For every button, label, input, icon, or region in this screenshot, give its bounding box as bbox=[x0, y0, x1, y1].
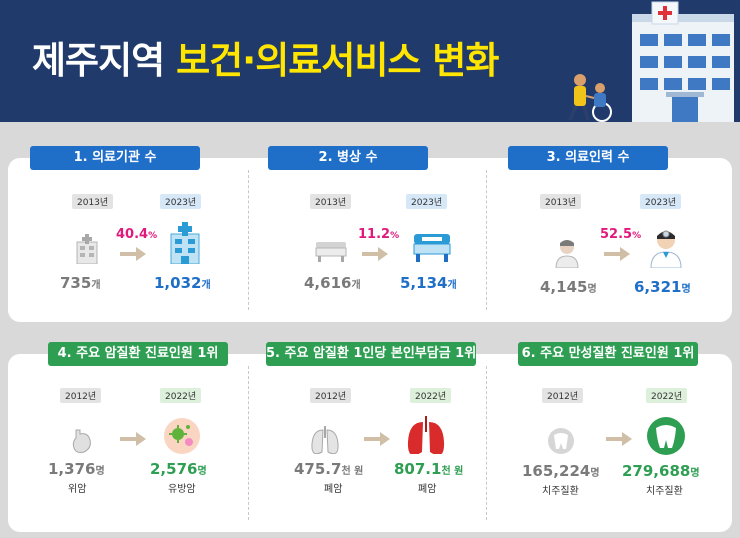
tab-chronic-disease: 6. 주요 만성질환 진료인원 1위 bbox=[518, 342, 698, 366]
arrow-right-icon bbox=[120, 432, 146, 446]
year-from: 2012년 bbox=[542, 388, 584, 403]
divider bbox=[248, 366, 249, 520]
tab-hospital-beds-label: 2. 병상 수 bbox=[268, 146, 428, 170]
tab-medical-institutions-label: 1. 의료기관 수 bbox=[30, 146, 200, 170]
section-cancer-patients: 2012년 2022년 1,376명 위암 2,576명 유방암 bbox=[8, 354, 248, 532]
doctor-icon bbox=[555, 240, 579, 268]
year-to: 2022년 bbox=[160, 388, 202, 403]
section-cancer-cost: 2012년 2022년 475.7천 원 폐암 807.1천 원 폐암 bbox=[248, 354, 488, 532]
change-percent: 52.5% bbox=[600, 227, 642, 242]
year-to: 2023년 bbox=[406, 194, 448, 209]
disease-from: 치주질환 bbox=[542, 486, 579, 497]
section-hospital-beds: 2013년 2023년 11.2% 4,616개 5,134개 bbox=[248, 158, 488, 322]
arrow-right-icon bbox=[362, 247, 388, 261]
tooth-icon bbox=[548, 428, 574, 454]
panel-facilities: 2013년 2023년 40.4% 735개 1,032개 2013년 2023… bbox=[8, 158, 732, 322]
panel-diseases: 2012년 2022년 1,376명 위암 2,576명 유방암 2012년 2… bbox=[8, 354, 732, 532]
page-title: 제주지역 보건·의료서비스 변화 bbox=[32, 30, 499, 84]
hospital-illustration-icon bbox=[568, 1, 734, 122]
change-percent: 40.4% bbox=[116, 227, 158, 242]
disease-from: 위암 bbox=[68, 484, 87, 495]
year-from: 2013년 bbox=[540, 194, 582, 209]
hospital-building-icon bbox=[170, 222, 200, 264]
section-medical-institutions: 2013년 2023년 40.4% 735개 1,032개 bbox=[8, 158, 248, 322]
lungs-icon bbox=[311, 426, 339, 454]
section-chronic-disease: 2012년 2022년 165,224명 치주질환 279,688명 치주질환 bbox=[486, 354, 726, 532]
change-percent: 11.2% bbox=[358, 227, 400, 242]
hospital-bed-icon bbox=[413, 234, 451, 262]
value-to: 279,688명 bbox=[622, 462, 700, 480]
value-to: 6,321명 bbox=[634, 278, 691, 296]
value-from: 4,616개 bbox=[304, 274, 361, 292]
disease-to: 치주질환 bbox=[646, 486, 683, 497]
disease-from: 폐암 bbox=[324, 484, 343, 495]
title-yellow: 보건·의료서비스 변화 bbox=[176, 39, 499, 82]
value-from: 1,376명 bbox=[48, 460, 105, 478]
tooth-icon bbox=[647, 417, 685, 455]
lungs-icon bbox=[407, 416, 445, 454]
divider bbox=[248, 170, 249, 310]
tab-cancer-patients: 4. 주요 암질환 진료인원 1위 bbox=[48, 342, 228, 366]
value-from: 4,145명 bbox=[540, 278, 597, 296]
arrow-right-icon bbox=[120, 247, 146, 261]
year-to: 2022년 bbox=[410, 388, 452, 403]
divider bbox=[486, 170, 487, 310]
arrow-right-icon bbox=[364, 432, 390, 446]
hospital-building-icon bbox=[76, 234, 98, 264]
arrow-right-icon bbox=[604, 247, 630, 261]
value-to: 1,032개 bbox=[154, 274, 211, 292]
cancer-cell-icon bbox=[164, 418, 200, 454]
year-to: 2023년 bbox=[640, 194, 682, 209]
tab-cancer-cost: 5. 주요 암질환 1인당 본인부담금 1위 bbox=[266, 342, 476, 366]
disease-to: 폐암 bbox=[418, 484, 437, 495]
year-to: 2022년 bbox=[646, 388, 688, 403]
disease-to: 유방암 bbox=[168, 484, 196, 495]
tab-medical-personnel-label: 3. 의료인력 수 bbox=[508, 146, 668, 170]
value-from: 165,224명 bbox=[522, 462, 600, 480]
value-to: 5,134개 bbox=[400, 274, 457, 292]
year-from: 2012년 bbox=[310, 388, 352, 403]
divider bbox=[486, 366, 487, 520]
doctor-icon bbox=[650, 230, 682, 268]
section-medical-personnel: 2013년 2023년 52.5% 4,145명 6,321명 bbox=[486, 158, 726, 322]
year-from: 2013년 bbox=[72, 194, 114, 209]
stomach-icon bbox=[72, 429, 91, 453]
arrow-right-icon bbox=[606, 432, 632, 446]
title-white: 제주지역 bbox=[32, 39, 165, 82]
year-from: 2012년 bbox=[60, 388, 102, 403]
value-to: 807.1천 원 bbox=[394, 460, 464, 478]
value-from: 735개 bbox=[60, 274, 101, 292]
hospital-bed-icon bbox=[315, 242, 347, 262]
header-banner: 제주지역 보건·의료서비스 변화 bbox=[0, 0, 740, 122]
year-to: 2023년 bbox=[160, 194, 202, 209]
value-from: 475.7천 원 bbox=[294, 460, 364, 478]
value-to: 2,576명 bbox=[150, 460, 207, 478]
year-from: 2013년 bbox=[310, 194, 352, 209]
